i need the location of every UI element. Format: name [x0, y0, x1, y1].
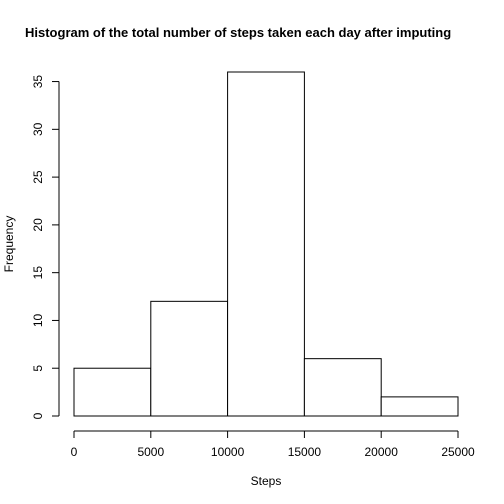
y-axis-label: Frequency — [2, 216, 16, 273]
histogram-bar-0 — [73, 367, 152, 417]
x-tick-label: 5000 — [137, 445, 164, 459]
histogram-bar-3 — [303, 358, 382, 417]
bars-group — [73, 71, 459, 417]
y-tick-label: 5 — [31, 365, 45, 372]
y-tick-label: 30 — [31, 122, 45, 136]
y-tick-label: 35 — [31, 75, 45, 89]
y-tick-label: 15 — [31, 266, 45, 280]
chart-title: Histogram of the total number of steps t… — [25, 25, 451, 40]
y-tick-label: 25 — [31, 170, 45, 184]
x-axis-label: Steps — [251, 474, 282, 488]
histogram-bar-2 — [227, 71, 305, 417]
x-tick-label: 20000 — [365, 445, 399, 459]
x-tick-label: 15000 — [288, 445, 322, 459]
y-axis: 0 5 10 15 20 25 30 35 — [31, 75, 60, 419]
x-tick-label: 0 — [71, 445, 78, 459]
x-tick-label: 25000 — [441, 445, 475, 459]
y-tick-label: 10 — [31, 313, 45, 327]
y-tick-label: 0 — [31, 412, 45, 419]
histogram-bar-1 — [150, 300, 229, 417]
histogram-bar-4 — [380, 396, 459, 417]
x-axis: 0 5000 10000 15000 20000 25000 — [71, 430, 475, 459]
x-tick-label: 10000 — [211, 445, 245, 459]
y-tick-label: 20 — [31, 218, 45, 232]
